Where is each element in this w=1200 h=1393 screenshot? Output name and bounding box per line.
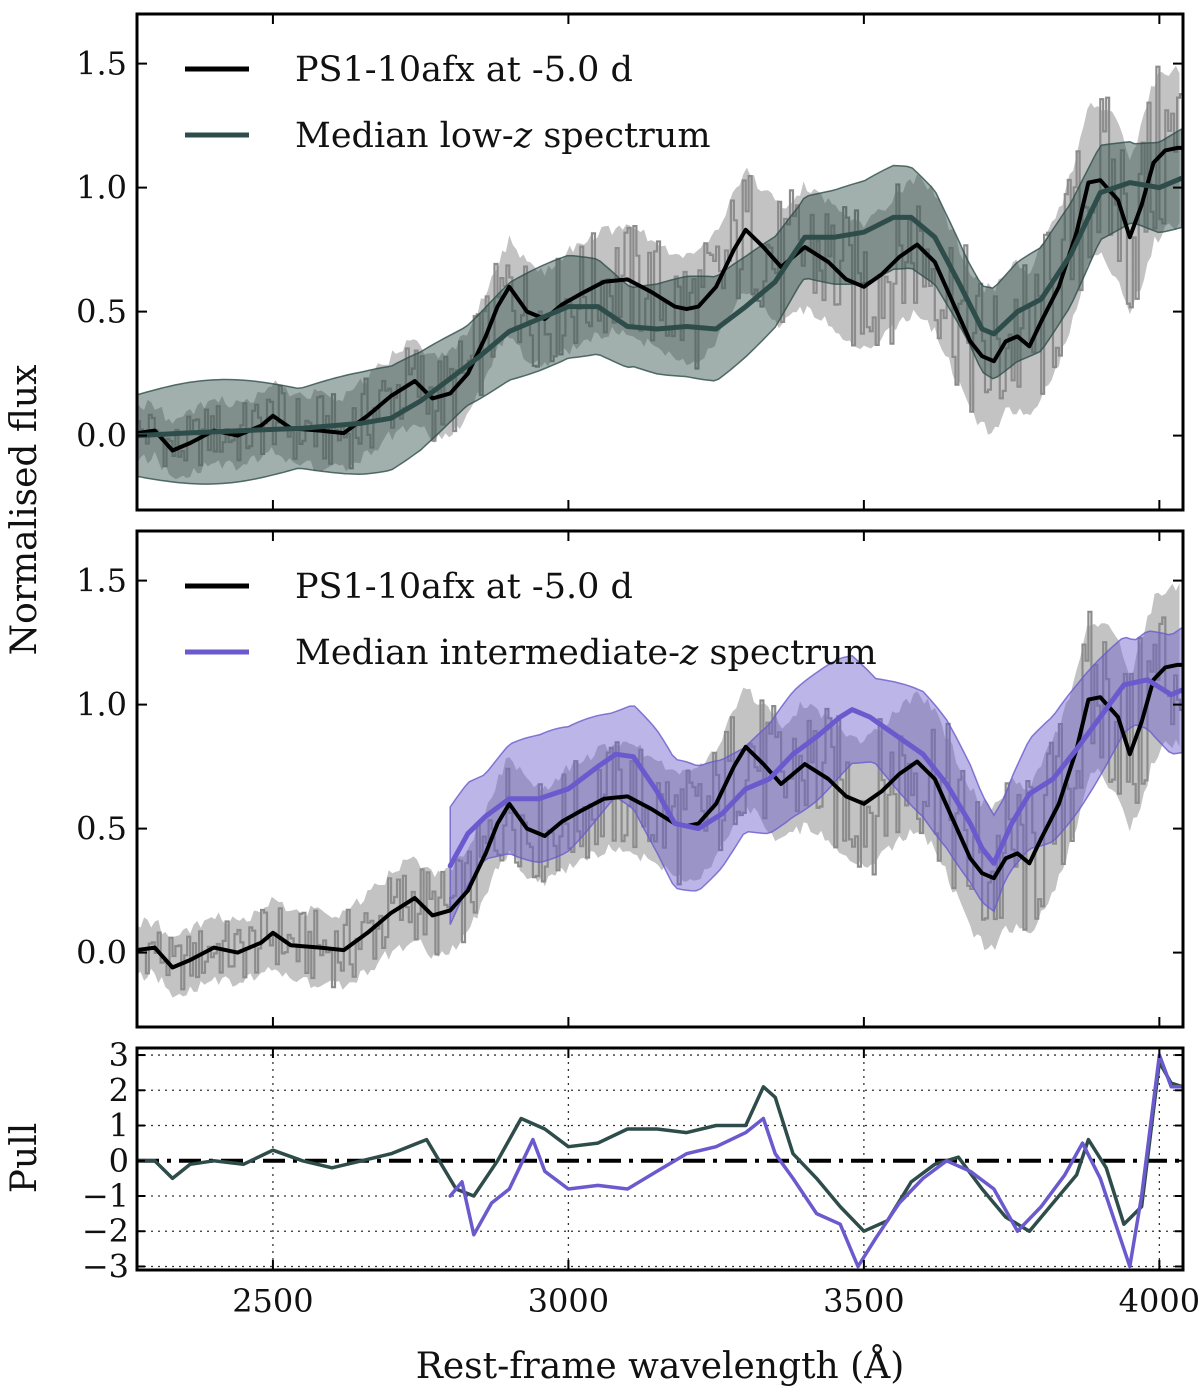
legend-label: PS1-10afx at -5.0 d	[295, 50, 633, 90]
x-tick-label: 3000	[528, 1282, 609, 1320]
y-tick-label: −1	[82, 1177, 129, 1215]
pull-intermediate-line	[448, 1053, 1183, 1269]
plot-frame	[135, 12, 1185, 512]
legend-label: Median intermediate-z spectrum	[295, 633, 877, 673]
ps1-10afx-line	[137, 145, 1183, 453]
ps1-10afx-line	[137, 662, 1183, 970]
spectrum-uncertainty-band	[137, 65, 1180, 480]
y-tick-label: 0	[109, 1142, 129, 1180]
y-tick-label: 1.5	[76, 45, 127, 83]
y-axis-title-pull: Pull	[4, 1123, 45, 1193]
median-intermediate-line	[447, 677, 1183, 869]
x-tick-label: 2500	[232, 1282, 313, 1320]
legend-label: Median low-z spectrum	[295, 116, 711, 156]
x-tick-label: 4000	[1119, 1282, 1200, 1320]
y-tick-label: −3	[82, 1247, 129, 1285]
y-tick-label: 1.5	[76, 562, 127, 600]
legend-label: PS1-10afx at -5.0 d	[295, 567, 633, 607]
raw-spectrum-line	[137, 610, 1183, 991]
y-tick-label: 1.0	[76, 686, 127, 724]
y-tick-label: 0.5	[76, 810, 127, 848]
pull-lowz-line	[137, 1060, 1183, 1233]
median-lowz-line	[137, 175, 1183, 439]
y-tick-label: 0.0	[76, 934, 127, 972]
y-tick-label: −2	[82, 1212, 129, 1250]
x-axis-title: Rest-frame wavelength (Å)	[416, 1345, 905, 1387]
y-tick-label: 0.5	[76, 293, 127, 331]
x-tick-label: 3500	[823, 1282, 904, 1320]
y-tick-label: 1.0	[76, 169, 127, 207]
plot-frame	[135, 529, 1185, 1029]
panel-top: 0.0 0.5 1.0 1.5 PS1-10afx at -5.0 d Median lo…	[76, 12, 1185, 512]
y-axis-title-flux: Normalised flux	[4, 365, 45, 656]
y-tick-label: 0.0	[76, 417, 127, 455]
y-tick-label: 1	[109, 1107, 129, 1145]
y-tick-label: 3	[109, 1036, 129, 1074]
y-tick-label: 2	[109, 1071, 129, 1109]
panel-middle: 0.0 0.5 1.0 1.5 PS1-10afx at -5.0 d Median in…	[76, 529, 1185, 1029]
plot-frame	[135, 1046, 1185, 1272]
